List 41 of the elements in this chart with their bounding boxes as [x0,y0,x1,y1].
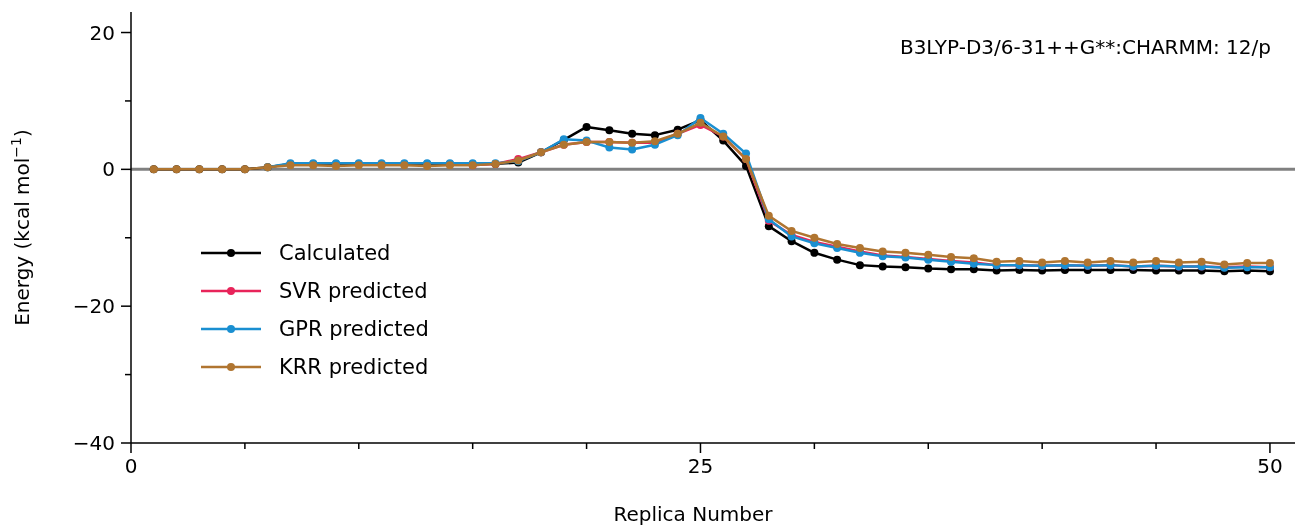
point [947,252,956,261]
legend-label: SVR predicted [279,279,428,304]
legend-label: Calculated [279,241,391,266]
y-tick-label: 0 [102,157,115,182]
point [878,247,887,256]
annotation: B3LYP-D3/6-31++G**:CHARMM: 12/p [899,35,1271,59]
point [1265,259,1274,268]
point [855,261,864,270]
point [810,248,819,257]
point [582,122,591,131]
point [1015,257,1024,266]
point [1174,258,1183,267]
x-tick-label: 0 [124,454,138,478]
point [1152,257,1161,266]
x-tick-label: 50 [1257,454,1283,478]
point [1197,257,1206,266]
point [901,263,910,272]
point [1060,257,1069,266]
legend-label: GPR predicted [279,317,429,342]
point [628,145,637,154]
point [992,257,1001,266]
point [628,129,637,138]
point [833,255,842,264]
point [924,264,933,273]
point [947,265,956,274]
point [1106,257,1115,266]
point [924,250,933,259]
point [878,262,887,271]
x-axis-title: Replica Number [613,502,774,526]
point [969,254,978,263]
point [1129,258,1138,267]
point [810,233,819,242]
legend-label: KRR predicted [279,355,429,380]
y-tick-label: −40 [72,431,115,455]
y-tick-label: −20 [72,294,115,319]
point [764,211,773,220]
y-tick-label: 20 [89,20,115,45]
x-tick-label: 25 [687,454,714,478]
point [901,248,910,257]
point [787,226,796,235]
point [605,126,614,135]
